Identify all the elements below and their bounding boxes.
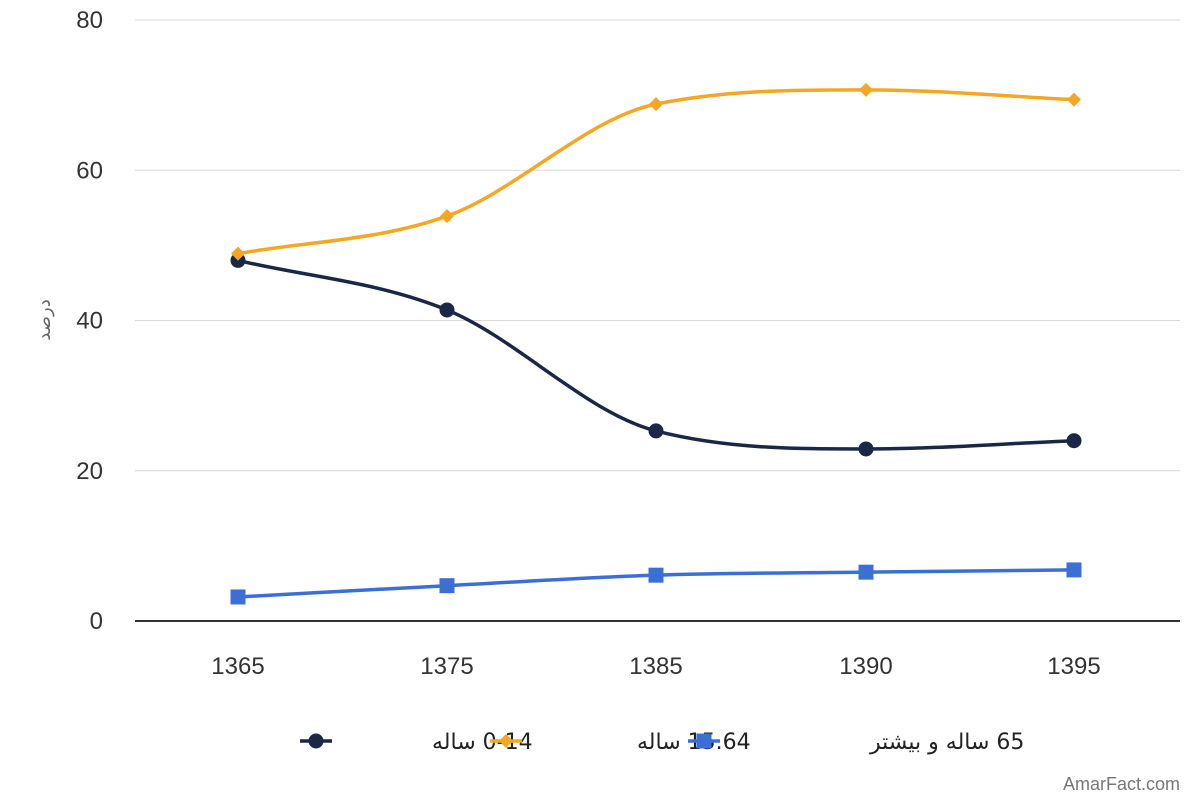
data-point — [230, 589, 246, 605]
legend-label: 65 ساله و بیشتر — [869, 730, 1024, 755]
x-tick-label: 1390 — [839, 653, 892, 680]
watermark-text: AmarFact.com — [1063, 774, 1180, 794]
x-tick-label: 1365 — [211, 653, 264, 680]
series-line — [237, 88, 1075, 256]
legend-swatch-marker — [696, 733, 712, 749]
x-tick-label: 1385 — [629, 653, 682, 680]
x-tick-label: 1395 — [1047, 653, 1100, 680]
series-lines — [230, 82, 1082, 605]
x-tick-label: 1375 — [420, 653, 473, 680]
data-point — [439, 302, 455, 318]
data-point — [858, 564, 874, 580]
data-point — [440, 209, 454, 224]
x-axis-tick-labels: 1365 1375 1385 1390 1395 — [211, 653, 1100, 680]
data-point — [1067, 92, 1081, 107]
y-tick-label: 80 — [76, 7, 103, 34]
y-tick-label: 0 — [90, 608, 103, 635]
data-point — [439, 578, 455, 594]
data-point — [859, 82, 873, 97]
data-point — [1066, 433, 1082, 449]
y-axis-title: درصد — [34, 299, 55, 340]
y-tick-label: 60 — [76, 157, 103, 184]
data-point — [648, 423, 664, 439]
legend-swatch-marker — [308, 733, 324, 749]
series-line — [237, 258, 1075, 451]
data-point — [1066, 562, 1082, 578]
legend-item: 15.64 ساله — [490, 730, 751, 755]
gridlines — [135, 19, 1180, 472]
legend-item: 65 ساله و بیشتر — [688, 730, 1024, 755]
data-point — [649, 97, 663, 112]
y-tick-label: 40 — [76, 308, 103, 335]
series-2 — [231, 82, 1081, 261]
data-point — [858, 441, 874, 457]
series-1 — [230, 252, 1082, 457]
y-tick-label: 20 — [76, 458, 103, 485]
legend-swatch-marker — [499, 734, 513, 748]
series-3 — [230, 562, 1082, 605]
data-point — [231, 246, 245, 261]
data-point — [648, 567, 664, 583]
y-axis-tick-labels: 0 20 40 60 80 — [76, 7, 103, 635]
